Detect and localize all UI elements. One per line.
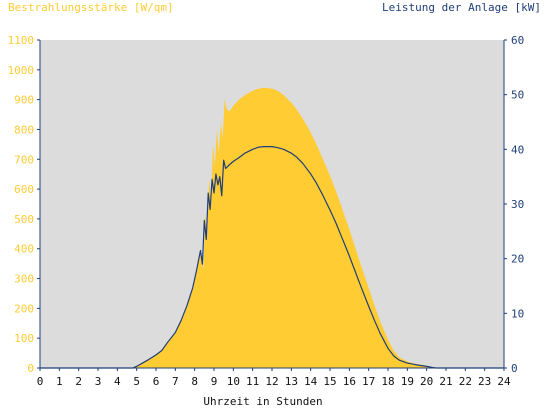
x-tick-label: 10	[227, 375, 240, 388]
left-tick-label: 900	[14, 94, 34, 107]
x-tick-label: 19	[401, 375, 414, 388]
left-tick-label: 700	[14, 153, 34, 166]
x-tick-label: 9	[211, 375, 218, 388]
left-axis-title: Bestrahlungsstärke [W/qm]	[8, 1, 174, 14]
x-tick-label: 22	[459, 375, 472, 388]
left-tick-label: 0	[27, 362, 34, 375]
left-tick-label: 200	[14, 302, 34, 315]
x-tick-label: 12	[265, 375, 278, 388]
x-tick-label: 3	[95, 375, 102, 388]
power-series	[40, 146, 504, 369]
x-ticks: 0 1 2 3 4 5 6 7 8 9 10 11 12 13 14 15 16 17 18 19 20 21 22 23 24	[37, 368, 511, 388]
x-tick-label: 8	[191, 375, 198, 388]
irradiance-area	[40, 87, 504, 369]
left-tick-label: 400	[14, 243, 34, 256]
x-tick-label: 14	[304, 375, 318, 388]
left-tick-label: 800	[14, 123, 34, 136]
x-tick-label: 0	[37, 375, 44, 388]
left-tick-label: 100	[14, 332, 34, 345]
x-axis-title: Uhrzeit in Stunden	[203, 395, 322, 408]
right-axis-title: Leistung der Anlage [kW]	[382, 1, 541, 14]
x-tick-label: 7	[172, 375, 179, 388]
irradiance-series	[40, 87, 504, 369]
x-tick-label: 4	[114, 375, 121, 388]
x-tick-label: 13	[285, 375, 298, 388]
x-tick-label: 23	[478, 375, 491, 388]
x-tick-label: 15	[323, 375, 336, 388]
right-ticks: 0 10 20 30 40 50 60	[504, 34, 524, 375]
x-tick-label: 2	[75, 375, 82, 388]
x-tick-label: 6	[153, 375, 160, 388]
x-tick-label: 21	[439, 375, 452, 388]
right-tick-label: 60	[511, 34, 524, 47]
x-tick-label: 20	[420, 375, 433, 388]
x-tick-label: 16	[343, 375, 356, 388]
x-tick-label: 11	[246, 375, 259, 388]
left-tick-label: 600	[14, 183, 34, 196]
left-tick-label: 1000	[8, 64, 35, 77]
left-tick-label: 1100	[8, 34, 35, 47]
x-tick-label: 1	[56, 375, 63, 388]
right-tick-label: 20	[511, 253, 524, 266]
left-tick-label: 500	[14, 213, 34, 226]
right-tick-label: 50	[511, 89, 524, 102]
left-tick-label: 300	[14, 273, 34, 286]
right-tick-label: 30	[511, 198, 524, 211]
power-line	[40, 146, 504, 369]
x-tick-label: 17	[362, 375, 375, 388]
right-tick-label: 40	[511, 143, 524, 156]
x-tick-label: 18	[381, 375, 394, 388]
right-tick-label: 0	[511, 362, 518, 375]
left-ticks: 0 100 200 300 400 500 600 700 800 900 1000 1100	[8, 34, 40, 375]
x-tick-label: 5	[133, 375, 140, 388]
x-tick-label: 24	[497, 375, 511, 388]
right-tick-label: 10	[511, 307, 524, 320]
